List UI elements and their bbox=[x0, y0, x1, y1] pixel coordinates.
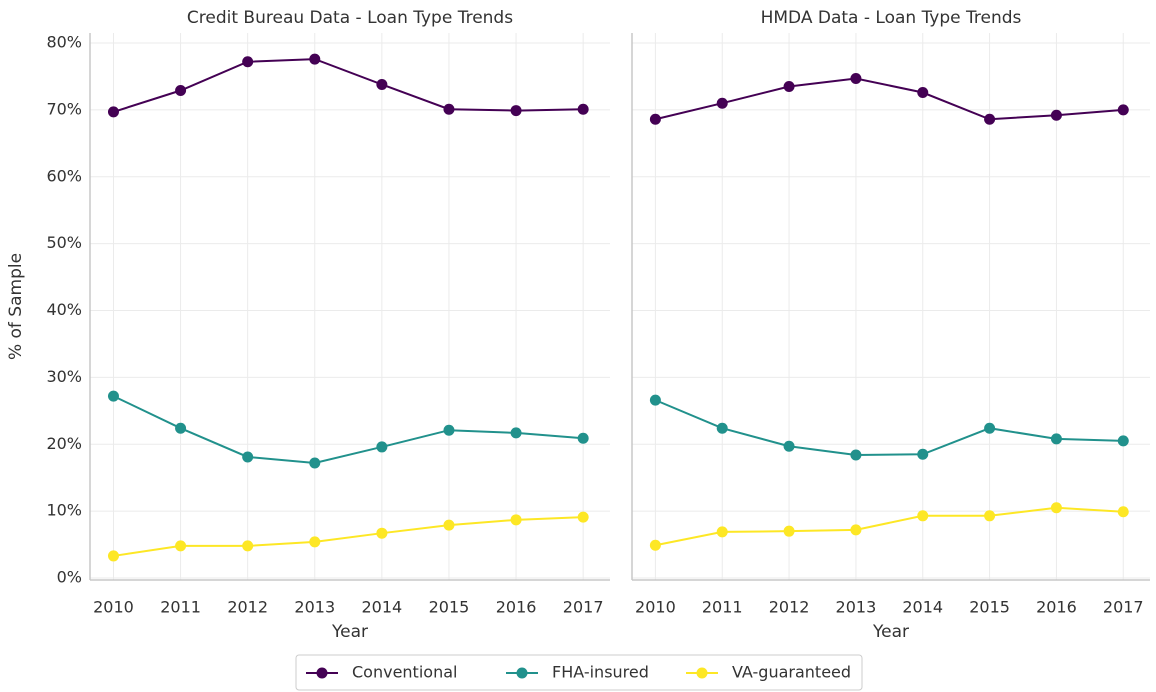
x-tick-label: 2011 bbox=[160, 598, 201, 617]
x-tick-label: 2010 bbox=[93, 598, 134, 617]
y-tick-label: 80% bbox=[46, 33, 82, 52]
series-line bbox=[655, 77, 1124, 121]
y-tick-label: 50% bbox=[46, 233, 82, 252]
data-point bbox=[376, 78, 388, 90]
legend-label: FHA-insured bbox=[552, 663, 649, 682]
data-point bbox=[443, 424, 455, 436]
data-point bbox=[577, 103, 589, 115]
data-point bbox=[716, 97, 728, 109]
data-point bbox=[649, 113, 661, 125]
data-point bbox=[984, 113, 996, 125]
data-point bbox=[783, 80, 795, 92]
data-point bbox=[175, 422, 187, 434]
series-line bbox=[113, 58, 584, 113]
data-point bbox=[1050, 433, 1062, 445]
x-tick-label: 2016 bbox=[496, 598, 537, 617]
data-point bbox=[783, 440, 795, 452]
data-point bbox=[850, 524, 862, 536]
y-tick-label: 30% bbox=[46, 367, 82, 386]
data-point bbox=[1050, 502, 1062, 514]
x-axis-label: Year bbox=[331, 622, 368, 642]
data-point bbox=[443, 519, 455, 531]
x-tick-label: 2015 bbox=[429, 598, 470, 617]
data-point bbox=[577, 432, 589, 444]
data-point bbox=[107, 550, 119, 562]
data-point bbox=[242, 540, 254, 552]
x-tick-label: 2016 bbox=[1036, 598, 1077, 617]
data-point bbox=[376, 441, 388, 453]
y-tick-label: 60% bbox=[46, 166, 82, 185]
data-point bbox=[175, 85, 187, 97]
data-point bbox=[510, 105, 522, 117]
x-tick-label: 2012 bbox=[769, 598, 810, 617]
series-line bbox=[655, 399, 1124, 456]
data-point bbox=[1117, 506, 1129, 518]
data-point bbox=[577, 511, 589, 523]
data-point bbox=[1117, 435, 1129, 447]
x-tick-label: 2014 bbox=[362, 598, 403, 617]
data-point bbox=[1117, 104, 1129, 116]
x-tick-label: 2014 bbox=[902, 598, 943, 617]
data-point bbox=[376, 527, 388, 539]
data-point bbox=[917, 87, 929, 99]
data-point bbox=[850, 72, 862, 84]
x-tick-label: 2013 bbox=[836, 598, 877, 617]
x-tick-label: 2015 bbox=[969, 598, 1010, 617]
y-tick-label: 10% bbox=[46, 501, 82, 520]
x-tick-label: 2011 bbox=[702, 598, 743, 617]
data-point bbox=[510, 514, 522, 526]
data-point bbox=[1050, 109, 1062, 121]
y-tick-label: 70% bbox=[46, 99, 82, 118]
x-tick-label: 2010 bbox=[635, 598, 676, 617]
legend-marker bbox=[316, 667, 328, 679]
data-point bbox=[309, 53, 321, 65]
data-point bbox=[917, 448, 929, 460]
data-point bbox=[984, 510, 996, 522]
data-point bbox=[649, 539, 661, 551]
legend-label: Conventional bbox=[352, 663, 457, 682]
x-tick-label: 2013 bbox=[294, 598, 335, 617]
data-point bbox=[716, 422, 728, 434]
series-line bbox=[113, 516, 584, 557]
data-point bbox=[917, 510, 929, 522]
series-line bbox=[113, 395, 584, 464]
data-point bbox=[649, 394, 661, 406]
x-axis-label: Year bbox=[872, 622, 909, 642]
x-tick-label: 2012 bbox=[227, 598, 268, 617]
data-point bbox=[309, 457, 321, 469]
legend-marker bbox=[516, 667, 528, 679]
y-tick-label: 40% bbox=[46, 300, 82, 319]
data-point bbox=[242, 451, 254, 463]
data-point bbox=[984, 422, 996, 434]
data-point bbox=[783, 525, 795, 537]
data-point bbox=[443, 103, 455, 115]
legend-box bbox=[295, 654, 863, 691]
data-point bbox=[716, 526, 728, 538]
y-tick-label: 20% bbox=[46, 434, 82, 453]
data-point bbox=[107, 390, 119, 402]
legend-marker bbox=[696, 667, 708, 679]
x-tick-label: 2017 bbox=[563, 598, 604, 617]
y-axis-label: % of Sample bbox=[6, 253, 26, 360]
chart-title: Credit Bureau Data - Loan Type Trends bbox=[187, 8, 513, 28]
data-point bbox=[510, 427, 522, 439]
y-tick-label: 0% bbox=[57, 567, 82, 586]
data-point bbox=[309, 536, 321, 548]
data-point bbox=[175, 540, 187, 552]
chart-title: HMDA Data - Loan Type Trends bbox=[761, 8, 1022, 28]
series-line bbox=[655, 506, 1124, 547]
data-point bbox=[242, 56, 254, 68]
legend-label: VA-guaranteed bbox=[732, 663, 851, 682]
x-tick-label: 2017 bbox=[1103, 598, 1144, 617]
data-point bbox=[850, 449, 862, 461]
data-point bbox=[107, 106, 119, 118]
